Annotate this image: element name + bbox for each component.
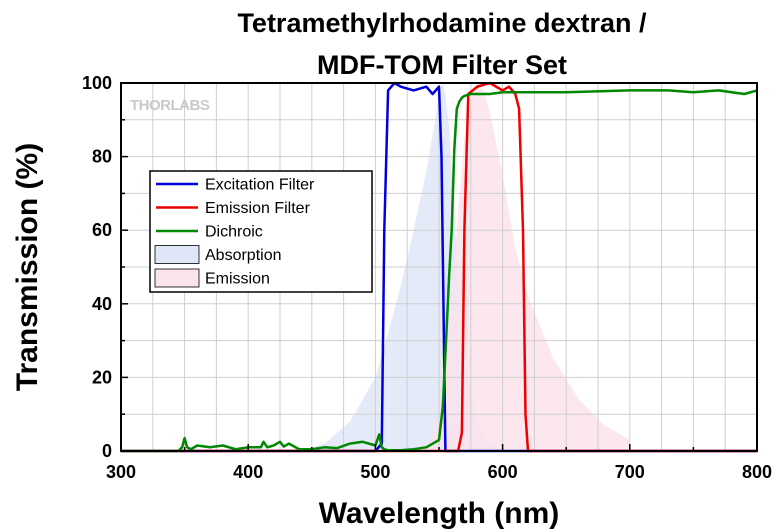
emission-filter-line (121, 81, 757, 453)
y-tick-label: 100 (82, 73, 112, 93)
x-tick-label: 400 (233, 462, 263, 482)
chart-title-line-1: Tetramethylrhodamine dextran / (237, 8, 647, 38)
legend-label-excitation-filter: Excitation Filter (205, 177, 315, 194)
dichroic-line (121, 89, 758, 453)
legend-swatch-absorption (154, 245, 200, 264)
legend-label-emission: Emission (205, 271, 270, 288)
legend: Excitation Filter Emission Filter Dichroic… (149, 170, 373, 293)
y-tick-label: 20 (92, 367, 112, 387)
excitation-filter-line (121, 81, 757, 453)
x-tick-label: 600 (488, 462, 518, 482)
plot-lines (121, 81, 758, 453)
axis-ticks (120, 82, 758, 452)
thorlabs-logo: THORLABS (130, 97, 210, 114)
legend-label-emission-filter: Emission Filter (205, 200, 311, 217)
legend-label-dichroic: Dichroic (205, 224, 263, 241)
legend-label-absorption: Absorption (205, 247, 282, 264)
plot-fills (299, 83, 630, 451)
y-tick-label: 40 (92, 294, 112, 314)
y-axis-label: Transmission (%) (11, 143, 44, 391)
y-tick-label: 0 (102, 441, 112, 461)
x-tick-label: 500 (360, 462, 390, 482)
tick-labels: 300 400 500 600 700 800 0 20 40 60 80 100 (82, 73, 772, 482)
legend-swatch-emission (154, 268, 200, 288)
y-tick-label: 80 (92, 147, 112, 167)
x-tick-label: 300 (106, 462, 136, 482)
x-tick-label: 800 (742, 462, 772, 482)
chart-title-line-2: MDF-TOM Filter Set (317, 50, 567, 80)
x-tick-label: 700 (615, 462, 645, 482)
emission-area (426, 83, 630, 451)
y-tick-label: 60 (92, 220, 112, 240)
x-axis-label: Wavelength (nm) (319, 497, 560, 530)
